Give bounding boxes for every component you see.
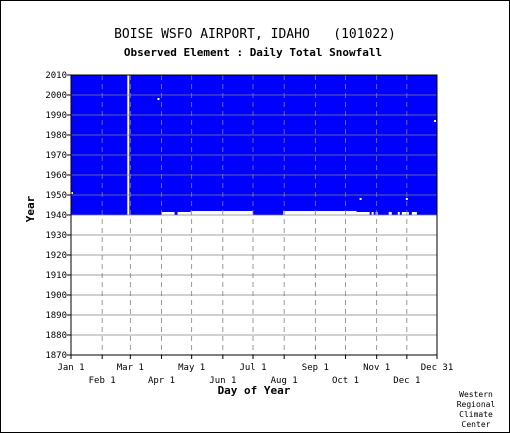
missing-data-speck-0	[71, 192, 74, 194]
missing-data-speck-3	[405, 198, 408, 200]
missing-data-gap-9	[397, 212, 400, 215]
y-tick-label-1960: 1960	[45, 171, 67, 181]
credit-line-2: Climate	[459, 410, 493, 419]
y-tick-label-1890: 1890	[45, 311, 67, 321]
grid-lines	[71, 74, 437, 356]
y-tick-label-1930: 1930	[45, 231, 67, 241]
x-tick-label-dec-1: Dec 1	[393, 376, 420, 386]
missing-data-gap-6	[371, 212, 374, 215]
y-tick-label-1900: 1900	[45, 291, 67, 301]
y-tick-label-1920: 1920	[45, 251, 67, 261]
x-tick-label-aug-1: Aug 1	[271, 376, 298, 386]
data-coverage-band	[71, 75, 437, 215]
y-tick-label-1870: 1870	[45, 351, 67, 361]
y-tick-label-1910: 1910	[45, 271, 67, 281]
x-tick-label-dec-31: Dec 31	[421, 363, 454, 373]
y-tick-label-1950: 1950	[45, 191, 67, 201]
missing-data-gap-11	[411, 212, 417, 215]
x-axis-title: Day of Year	[218, 384, 291, 397]
missing-data-gap-1	[161, 212, 175, 215]
y-tick-label-1880: 1880	[45, 331, 67, 341]
missing-data-gap-4	[283, 211, 357, 215]
missing-data-gap-2	[177, 212, 191, 215]
missing-data-speck-4	[433, 120, 436, 122]
y-tick-label-2000: 2000	[45, 91, 67, 101]
x-tick-label-jul-1: Jul 1	[239, 363, 266, 373]
y-tick-label-2010: 2010	[45, 71, 67, 81]
chart-subtitle: Observed Element : Daily Total Snowfall	[124, 46, 382, 59]
axes: 2010 2000 1990 1980 1970 1960 1950 1940 1930 1920…	[45, 71, 453, 386]
data-marks	[71, 75, 437, 215]
y-tick-label-1980: 1980	[45, 131, 67, 141]
credit-line-3: Center	[462, 420, 491, 429]
x-tick-label-jan-1: Jan 1	[57, 363, 84, 373]
credit-line-0: Western	[459, 390, 493, 399]
x-tick-label-jun-1: Jun 1	[209, 376, 236, 386]
y-tick-label-1970: 1970	[45, 151, 67, 161]
x-tick-label-feb-1: Feb 1	[89, 376, 116, 386]
chart-title: BOISE WSFO AIRPORT, IDAHO (101022)	[114, 27, 396, 42]
x-tick-label-nov-1: Nov 1	[363, 363, 390, 373]
y-tick-label-1990: 1990	[45, 111, 67, 121]
x-tick-label-may-1: May 1	[178, 363, 205, 373]
missing-data-gap-10	[401, 212, 409, 215]
y-axis-title: Year	[24, 195, 37, 222]
x-tick-label-mar-1: Mar 1	[117, 363, 144, 373]
missing-data-gap-3	[190, 211, 253, 215]
missing-data-gap-8	[388, 212, 392, 215]
missing-data-speck-2	[359, 198, 362, 200]
missing-data-speck-1	[157, 98, 160, 100]
missing-data-gap-5	[356, 212, 370, 215]
x-tick-label-oct-1: Oct 1	[332, 376, 359, 386]
x-tick-label-apr-1: Apr 1	[148, 376, 175, 386]
x-tick-label-sep-1: Sep 1	[302, 363, 329, 373]
credit-line-1: Regional	[457, 400, 496, 409]
y-tick-label-1940: 1940	[45, 211, 67, 221]
missing-data-gap-0	[127, 75, 130, 215]
